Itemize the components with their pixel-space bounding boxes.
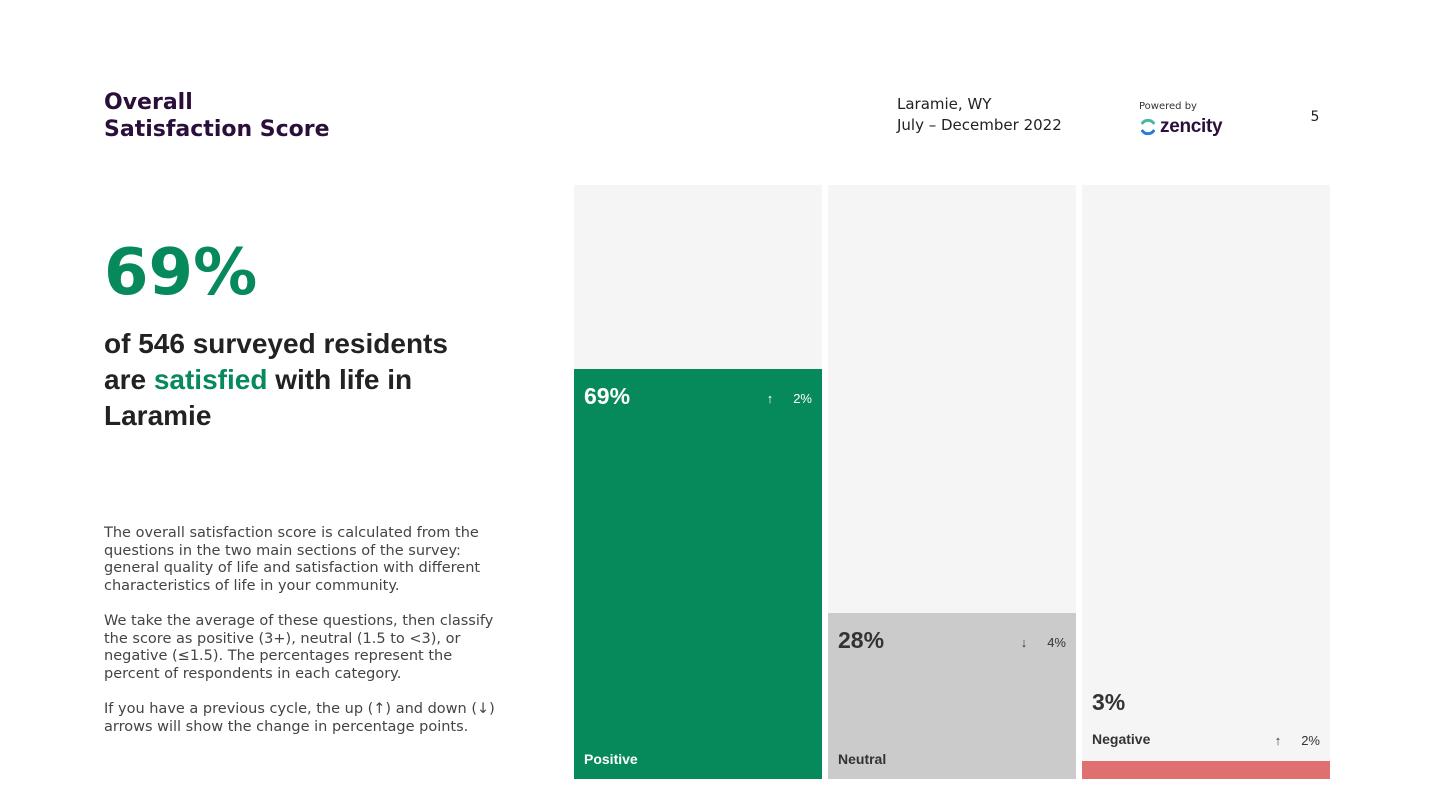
headline: of 546 surveyed residents are satisfied … xyxy=(104,326,484,434)
change-value: 2% xyxy=(793,391,812,407)
title-line-1: Overall xyxy=(104,90,193,115)
arrow-up-icon: ↑ xyxy=(1274,733,1282,748)
page-number: 5 xyxy=(1310,109,1320,125)
headline-part-2: with life in Laramie xyxy=(104,364,413,431)
bar-change-label: ↓ 4% xyxy=(1021,635,1066,650)
zencity-logo-icon xyxy=(1141,118,1155,136)
bar-change-label: ↑ 2% xyxy=(767,391,812,406)
headline-highlight: satisfied xyxy=(153,364,268,395)
description-paragraph-3: If you have a previous cycle, the up (↑)… xyxy=(104,701,495,735)
title-line-2: Satisfaction Score xyxy=(104,117,330,142)
bar-category-label: Neutral xyxy=(838,751,887,767)
bar-neutral xyxy=(828,612,1076,779)
bar-track-neutral: 28% ↓ 4% Neutral xyxy=(828,185,1076,779)
bar-change-label: ↑ 2% xyxy=(1275,733,1320,748)
bar-track-positive: 69% ↑ 2% Positive xyxy=(574,185,822,779)
description: The overall satisfaction score is calcul… xyxy=(104,525,504,754)
brand-logo: zencity xyxy=(1139,116,1223,138)
powered-by-label: Powered by xyxy=(1139,101,1197,112)
powered-by-brand: Powered by zencity xyxy=(1139,101,1223,138)
bar-value-label: 28% xyxy=(838,626,885,653)
satisfaction-bar-chart: 69% ↑ 2% Positive 28% ↓ 4% Neutral 3% ↑ 2% Negative xyxy=(574,185,1332,779)
brand-name: zencity xyxy=(1160,116,1223,137)
bar-category-label: Negative xyxy=(1092,731,1151,747)
bar-negative xyxy=(1082,761,1330,779)
report-period: July – December 2022 xyxy=(897,116,1062,134)
change-value: 2% xyxy=(1301,733,1320,748)
bar-value-label: 3% xyxy=(1092,689,1126,715)
description-paragraph-1: The overall satisfaction score is calcul… xyxy=(104,525,481,594)
big-percent: 69% xyxy=(104,236,258,310)
bar-category-label: Positive xyxy=(584,751,638,767)
location-block: Laramie, WY July – December 2022 xyxy=(897,94,1062,136)
location-name: Laramie, WY xyxy=(897,95,992,113)
headline-part-1: of 546 surveyed residents are xyxy=(104,328,448,395)
change-value: 4% xyxy=(1047,634,1066,650)
bar-track-negative: 3% ↑ 2% Negative xyxy=(1082,185,1330,779)
page-title: Overall Satisfaction Score xyxy=(104,89,504,143)
bar-value-label: 69% xyxy=(584,383,631,410)
arrow-up-icon: ↑ xyxy=(766,391,774,407)
arrow-down-icon: ↓ xyxy=(1020,634,1028,650)
bar-positive xyxy=(574,369,822,779)
description-paragraph-2: We take the average of these questions, … xyxy=(104,613,494,682)
